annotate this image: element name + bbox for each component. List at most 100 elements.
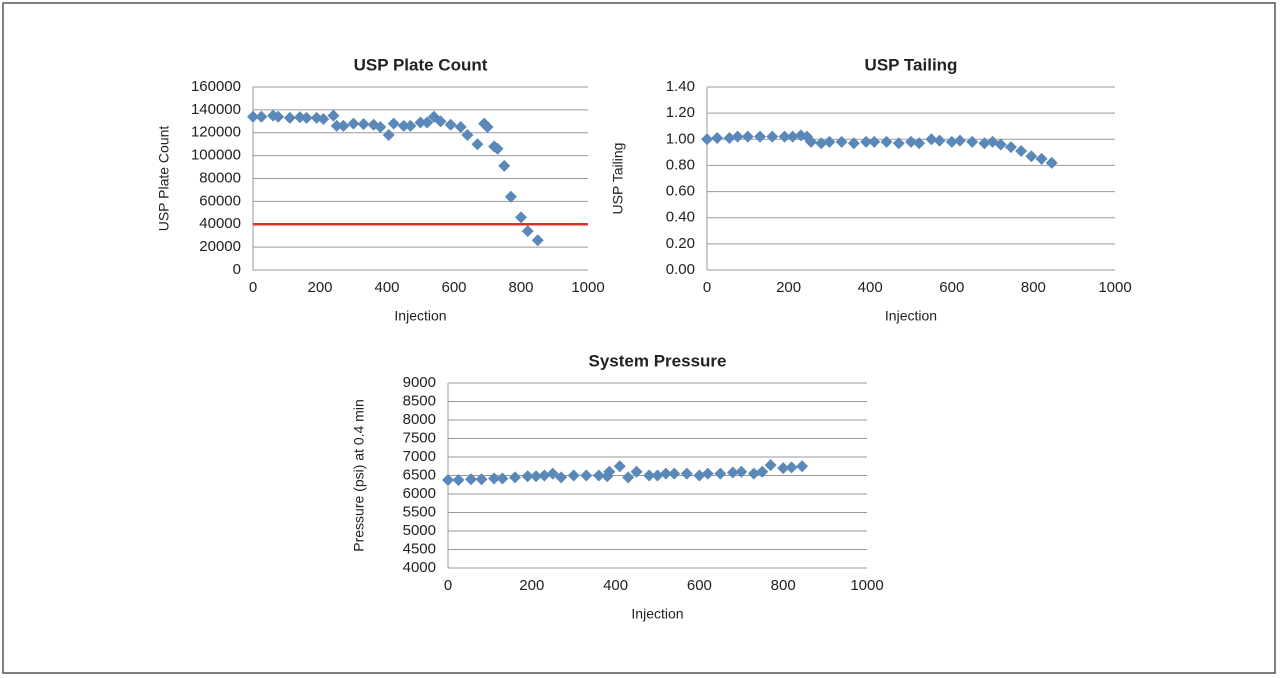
data-point [546, 467, 559, 480]
y-tick-label: 120000 [191, 124, 241, 141]
data-point [521, 470, 534, 483]
data-point [452, 473, 465, 486]
data-point [580, 469, 593, 482]
x-tick-label: 600 [939, 279, 964, 296]
data-point [347, 117, 360, 130]
x-tick-label: 0 [703, 279, 711, 296]
data-point [247, 110, 259, 123]
data-point [488, 472, 501, 485]
data-point [481, 121, 494, 134]
data-point [701, 133, 713, 146]
y-tick-label: 0 [233, 261, 241, 278]
y-tick-label: 5000 [403, 522, 436, 539]
data-point [731, 130, 744, 143]
data-point [741, 130, 754, 143]
x-tick-label: 600 [441, 279, 466, 296]
data-point [711, 131, 724, 144]
y-axis-label: USP Tailing [610, 143, 626, 215]
data-point [659, 467, 672, 480]
data-point [1004, 141, 1017, 154]
data-point [414, 116, 427, 129]
data-point [327, 109, 340, 122]
data-point [1025, 150, 1038, 163]
x-tick-label: 400 [374, 279, 399, 296]
data-point [465, 473, 478, 486]
data-point [726, 466, 739, 479]
x-axis-label: Injection [885, 308, 937, 324]
data-point [404, 119, 417, 132]
data-point [272, 110, 285, 123]
y-tick-label: 20000 [199, 238, 241, 255]
data-point [953, 134, 966, 147]
x-tick-label: 400 [858, 279, 883, 296]
data-point [1045, 156, 1058, 169]
data-point [994, 138, 1007, 151]
y-axis-label: USP Plate Count [156, 126, 172, 232]
data-point [255, 110, 268, 123]
data-point [680, 467, 693, 480]
data-point [529, 470, 542, 483]
y-tick-label: 60000 [199, 192, 241, 209]
x-tick-label: 0 [444, 577, 452, 594]
y-tick-label: 5500 [403, 503, 436, 520]
data-point [293, 111, 306, 124]
data-point [442, 473, 454, 486]
data-point [509, 471, 522, 484]
data-point [966, 135, 979, 148]
data-point [1035, 152, 1048, 165]
data-point [785, 461, 798, 474]
data-point [531, 234, 544, 247]
data-point [723, 131, 736, 144]
y-tick-label: 8500 [403, 392, 436, 409]
data-point [892, 137, 905, 150]
chart-title: System Pressure [589, 351, 727, 370]
data-point [491, 142, 504, 155]
x-tick-label: 200 [519, 577, 544, 594]
y-tick-label: 8000 [403, 411, 436, 428]
data-point [521, 225, 534, 238]
data-point [357, 118, 370, 131]
data-point [592, 469, 605, 482]
data-point [880, 135, 893, 148]
y-tick-label: 6000 [403, 485, 436, 502]
y-tick-label: 9000 [403, 374, 436, 391]
data-point [330, 119, 343, 132]
chart-title: USP Tailing [865, 55, 958, 74]
data-point [622, 471, 635, 484]
y-tick-label: 1.00 [666, 130, 695, 147]
data-point [766, 130, 779, 143]
x-tick-label: 200 [776, 279, 801, 296]
data-point [796, 460, 809, 473]
data-point [515, 211, 527, 224]
y-tick-label: 6500 [403, 466, 436, 483]
y-tick-label: 4000 [403, 559, 436, 576]
data-point [555, 471, 568, 484]
data-point [754, 130, 767, 143]
data-point [496, 472, 509, 485]
data-point [925, 133, 938, 146]
y-tick-label: 1.40 [666, 78, 695, 95]
data-point [337, 119, 350, 132]
data-point [382, 129, 395, 142]
data-point [434, 115, 447, 128]
y-tick-label: 100000 [191, 147, 241, 164]
data-point [475, 473, 488, 486]
data-point [374, 121, 387, 134]
data-point [913, 137, 926, 150]
data-point [778, 130, 791, 143]
data-point [630, 465, 643, 478]
data-point [777, 462, 790, 475]
data-point [643, 469, 656, 482]
y-tick-label: 0.80 [666, 156, 695, 173]
y-tick-label: 0.60 [666, 183, 695, 200]
x-tick-label: 800 [508, 279, 533, 296]
data-point [603, 465, 616, 478]
data-point [538, 469, 551, 482]
data-point [693, 469, 706, 482]
x-tick-label: 400 [603, 577, 628, 594]
data-point [454, 121, 467, 134]
x-tick-label: 600 [687, 577, 712, 594]
chart-title: USP Plate Count [354, 55, 488, 74]
